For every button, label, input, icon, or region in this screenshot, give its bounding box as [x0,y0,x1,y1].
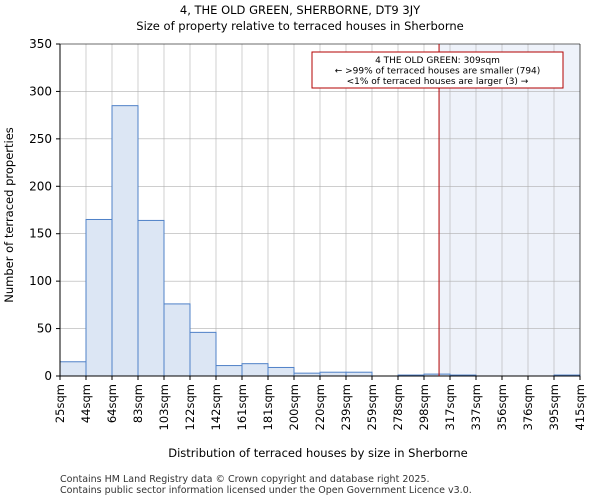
histogram-bar [189,331,217,377]
histogram-bar [215,365,243,377]
x-tick-label: 25sqm [53,384,67,423]
annotation-box [311,51,564,89]
x-tick-label: 317sqm [443,384,457,430]
y-tick-label: 350 [29,37,52,51]
y-tick-label: 250 [29,132,52,146]
x-tick-label: 103sqm [157,384,171,430]
x-tick-label: 83sqm [131,384,145,423]
y-tick-label: 150 [29,227,52,241]
histogram-bar [137,219,165,377]
y-tick-label: 300 [29,84,52,98]
chart-subtitle: Size of property relative to terraced ho… [136,19,464,33]
histogram-bar [319,371,347,377]
histogram-bar [59,361,87,377]
x-axis-label: Distribution of terraced houses by size … [168,446,468,460]
histogram-bar [163,303,191,377]
footer-line-2: Contains public sector information licen… [60,485,472,496]
x-tick-label: 161sqm [235,384,249,430]
x-tick-label: 122sqm [183,384,197,430]
histogram-bar [241,363,269,377]
footer-line-1: Contains HM Land Registry data © Crown c… [60,474,430,485]
y-tick-label: 50 [37,322,52,336]
x-tick-label: 44sqm [79,384,93,423]
x-tick-label: 142sqm [209,384,223,430]
x-tick-label: 239sqm [339,384,353,430]
x-tick-label: 337sqm [469,384,483,430]
x-tick-label: 415sqm [573,384,587,430]
histogram-bar [85,218,113,377]
annotation-text-line: 4 THE OLD GREEN: 309sqm [375,56,500,66]
histogram-chart: 0 50 100 150 200 250 300 350 25sqm 44sqm 64sqm 83s… [2,37,587,460]
x-tick-label: 298sqm [417,384,431,430]
y-tick-label: 0 [44,369,52,383]
histogram-bar [345,371,373,377]
x-tick-label: 259sqm [365,384,379,430]
y-tick-label: 200 [29,179,52,193]
x-tick-label: 278sqm [391,384,405,430]
histogram-bar [267,366,295,377]
x-tick-label: 376sqm [521,384,535,430]
y-axis-label: Number of terraced properties [2,127,16,303]
x-tick-label: 200sqm [287,384,301,430]
x-tick-label: 220sqm [313,384,327,430]
larger-region-shade [439,44,580,376]
histogram-bar [111,105,139,377]
x-tick-label: 356sqm [495,384,509,430]
x-tick-label: 181sqm [261,384,275,430]
x-tick-label: 395sqm [547,384,561,430]
annotation-text-line: <1% of terraced houses are larger (3) → [347,77,529,87]
annotation-text-line: ← >99% of terraced houses are smaller (7… [335,67,541,77]
chart-title: 4, THE OLD GREEN, SHERBORNE, DT9 3JY [179,3,421,17]
y-tick-label: 100 [29,274,52,288]
x-tick-label: 64sqm [105,384,119,423]
